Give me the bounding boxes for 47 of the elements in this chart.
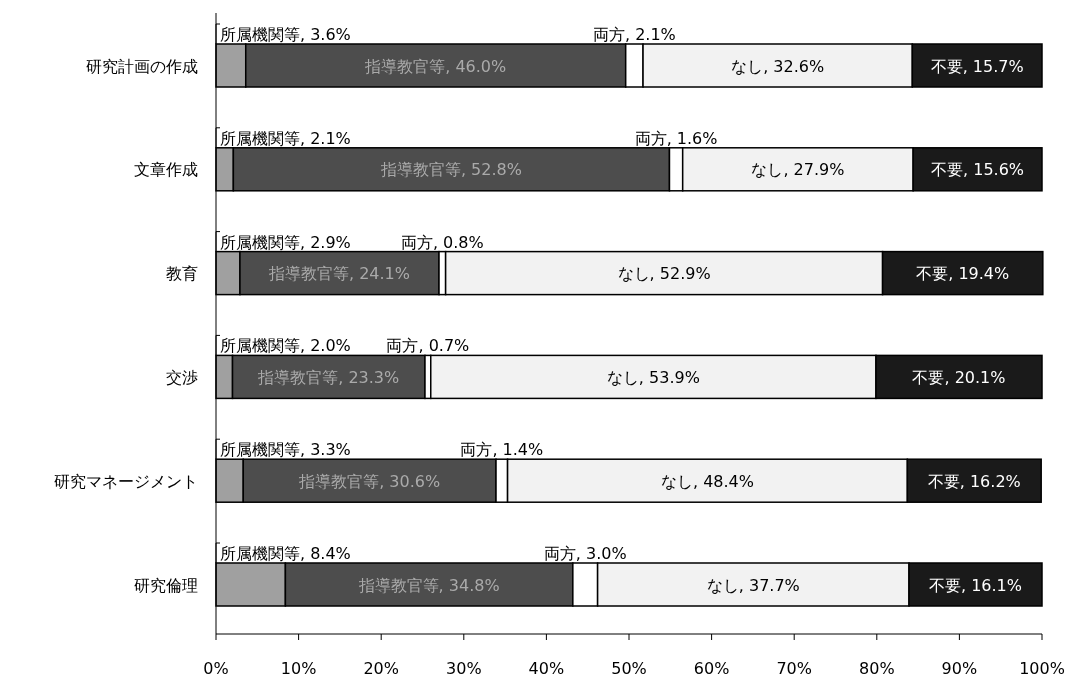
y-tick-label: 研究マネージメント [54, 471, 198, 491]
data-label: 両方, 1.6% [634, 128, 718, 148]
data-label: 両方, 0.7% [386, 336, 470, 356]
data-label: 所属機関等, 3.3% [220, 440, 351, 460]
data-label: 両方, 3.0% [543, 544, 627, 563]
data-label: 指導教官等, 34.8% [357, 575, 500, 595]
x-tick-label: 30% [446, 659, 482, 678]
y-tick-label: 文章作成 [134, 160, 198, 180]
data-label: 所属機関等, 2.9% [220, 232, 351, 252]
data-label: 不要, 16.1% [929, 575, 1023, 595]
y-tick-label: 教育 [166, 264, 198, 284]
data-label: なし, 53.9% [606, 367, 700, 387]
data-label: 所属機関等, 2.0% [220, 336, 351, 356]
data-label: なし, 27.9% [751, 160, 845, 180]
x-tick-label: 10% [280, 659, 317, 678]
x-tick-label: 80% [859, 659, 895, 678]
x-tick-label: 100% [1019, 659, 1065, 678]
y-tick-label: 研究計画の作成 [86, 56, 198, 76]
x-tick-label: 60% [693, 659, 730, 678]
data-label: 指導教官等, 23.3% [257, 367, 400, 387]
data-label: 指導教官等, 30.6% [298, 471, 441, 491]
x-tick-label: 50% [611, 659, 647, 678]
y-tick-label: 交渉 [166, 367, 198, 387]
data-label: 指導教官等, 52.8% [379, 160, 522, 180]
data-label: 所属機関等, 8.4% [220, 544, 351, 563]
x-tick-label: 20% [363, 659, 399, 678]
data-label: なし, 32.6% [731, 56, 825, 76]
data-label: 不要, 15.6% [931, 160, 1025, 180]
x-tick-label: 40% [528, 659, 565, 678]
data-label: 指導教官等, 46.0% [364, 56, 507, 76]
data-label: 不要, 15.7% [930, 56, 1024, 76]
data-label: なし, 52.9% [617, 264, 711, 284]
data-label: 所属機関等, 3.6% [220, 25, 351, 44]
data-label: 両方, 2.1% [592, 25, 676, 44]
data-label: 指導教官等, 24.1% [267, 264, 410, 284]
data-label: 不要, 19.4% [916, 264, 1010, 284]
x-tick-label: 90% [941, 659, 978, 678]
x-tick-label: 0% [203, 659, 229, 678]
data-label: 両方, 0.8% [400, 232, 484, 252]
data-label: なし, 37.7% [706, 575, 800, 595]
data-label: 所属機関等, 2.1% [220, 128, 351, 148]
x-tick-label: 70% [776, 659, 812, 678]
data-label: 不要, 20.1% [912, 367, 1006, 387]
data-label: 不要, 16.2% [927, 471, 1021, 491]
data-label: なし, 48.4% [660, 471, 754, 491]
y-tick-label: 研究倫理 [134, 575, 198, 595]
data-label: 両方, 1.4% [460, 440, 544, 460]
